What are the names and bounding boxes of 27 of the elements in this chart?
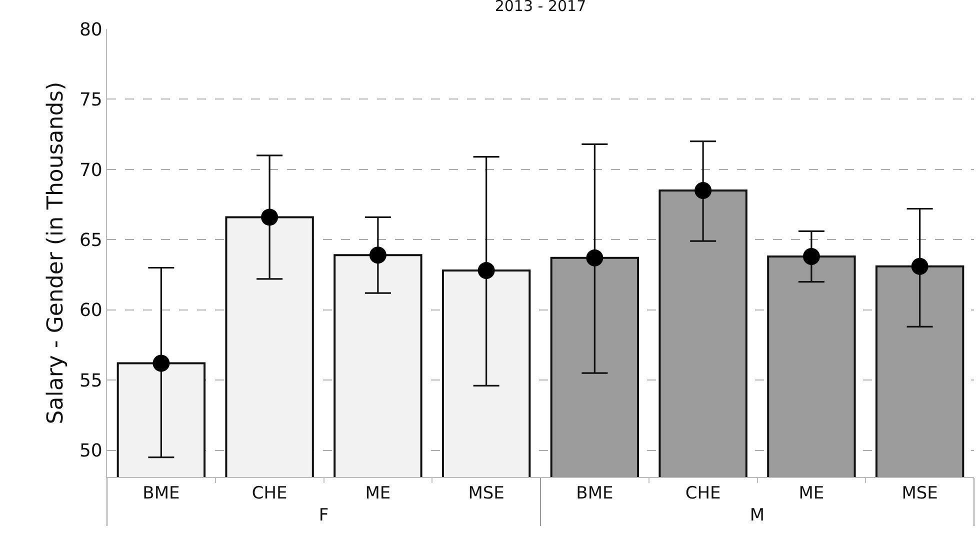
y-tick-label: 60 (79, 300, 102, 322)
point (694, 182, 712, 199)
x-tick-label: ME (365, 483, 391, 504)
x-tick-label: ME (798, 483, 824, 504)
y-tick-label: 50 (79, 440, 102, 462)
x-tick-label: BME (576, 483, 614, 504)
point (911, 258, 928, 275)
x-tick-label: CHE (252, 483, 288, 504)
x-tick-label: MSE (468, 483, 504, 504)
point (152, 354, 170, 372)
y-tick-label: 75 (79, 90, 102, 111)
y-tick-label: 70 (79, 160, 102, 181)
point (261, 208, 278, 226)
chart-title: 2013 - 2017 (494, 0, 586, 16)
series-label: M (750, 505, 765, 526)
y-tick-label: 55 (79, 370, 102, 392)
x-tick-label: BME (142, 483, 180, 504)
series-label: F (318, 505, 329, 526)
point (478, 262, 495, 280)
x-tick-label: MSE (902, 483, 938, 504)
y-axis-title: Salary - Gender (in Thousands) (43, 82, 68, 424)
y-tick-label: 80 (79, 19, 102, 40)
point (369, 246, 386, 264)
point (586, 249, 604, 266)
y-tick-label: 65 (79, 230, 102, 251)
point (802, 248, 820, 265)
x-tick-label: CHE (685, 483, 721, 504)
